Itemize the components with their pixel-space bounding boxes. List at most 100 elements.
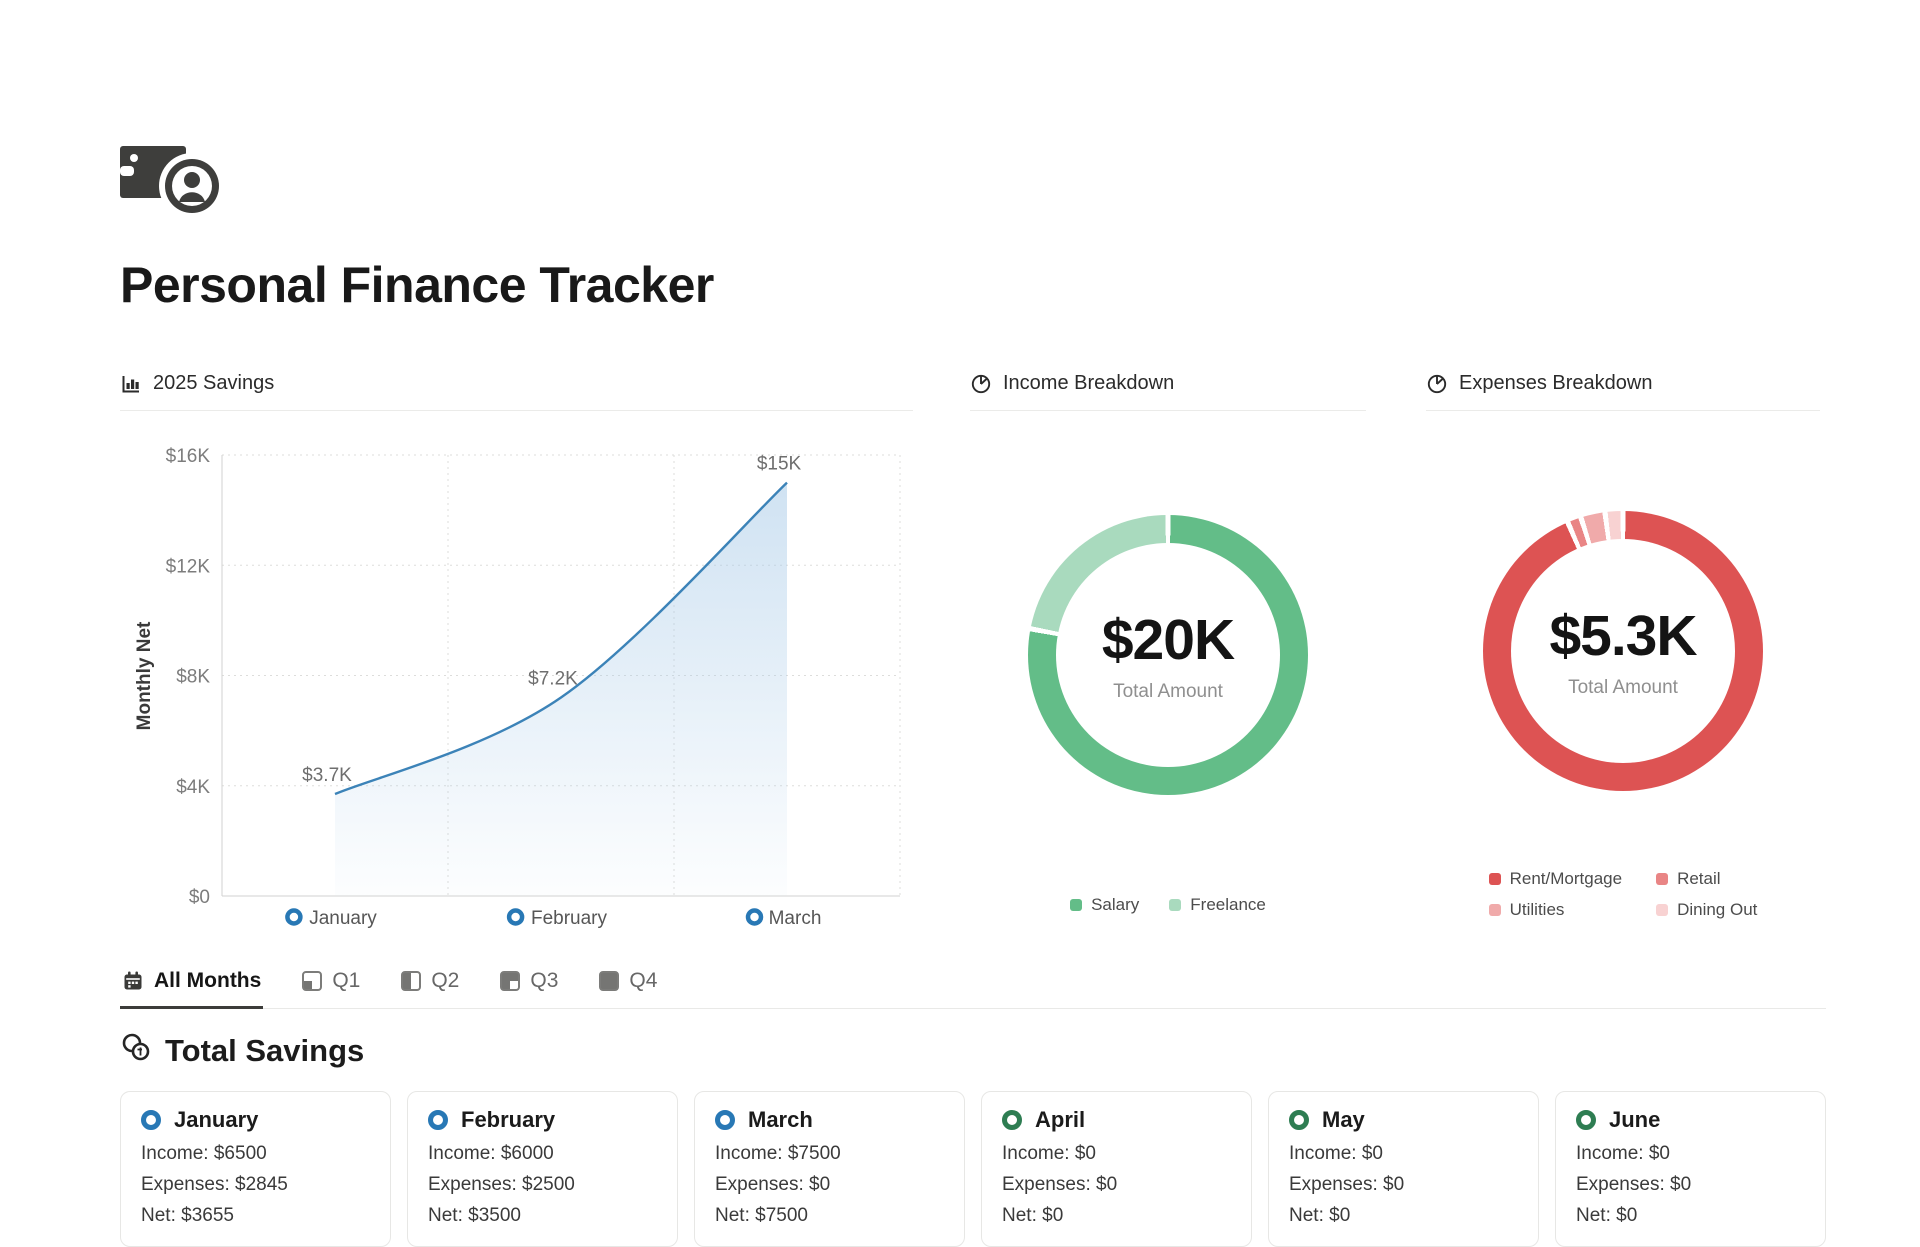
card-title-row: May [1289,1104,1518,1133]
expenses-line: Expenses: $0 [1002,1174,1118,1195]
legend-item-retail[interactable]: Retail [1656,869,1757,889]
expenses-line: Expenses: $2500 [428,1174,575,1195]
month-marker-dot [1289,1110,1309,1130]
tab-label: Q1 [332,969,361,992]
legend-swatch [1488,904,1501,916]
income-donut-hole [1056,543,1280,767]
coins-icon [120,1031,152,1071]
income-panel-title: Income Breakdown [1003,372,1175,394]
svg-text:$8K: $8K [176,667,210,688]
month-cards-row: January Income: $6500 Expenses: $2845 Net: … [120,1091,1826,1247]
month-card-june: June Income: $0 Expenses: $0 Net: $0 [1555,1091,1826,1247]
month-card-march: March Income: $7500 Expenses: $0 Net: $7500 [694,1091,965,1247]
legend-item-rent-mortgage[interactable]: Rent/Mortgage [1488,869,1623,889]
income-line: Income: $0 [1576,1143,1670,1164]
legend-label: Freelance [1190,895,1266,914]
savings-panel-header: 2025 Savings [120,372,913,411]
pie-chart-icon [970,373,992,395]
legend-swatch [1070,899,1083,911]
income-total-value: $20K [1101,608,1235,672]
net-line: Net: $0 [1576,1205,1638,1226]
tab-label: Q4 [629,969,658,992]
expenses-breakdown-panel: Expenses Breakdown $5.3K Total Amount Re… [1426,372,1820,920]
tab-label: All Months [154,969,262,992]
expenses-line: Expenses: $2845 [141,1174,288,1195]
legend-item-utilities[interactable]: Utilities [1488,900,1622,920]
legend-swatch [1488,873,1501,885]
month-card-may: May Income: $0 Expenses: $0 Net: $0 [1268,1091,1539,1247]
income-legend: Salary Freelance [970,895,1366,915]
tab-q1[interactable]: Q1 [300,961,362,1009]
legend-label: Retail [1677,869,1721,888]
net-line: Net: $7500 [715,1205,808,1226]
bar-chart-icon [120,373,142,395]
expenses-total-label: Total Amount [1568,677,1678,698]
savings-line-chart: $0 $4K $8K $12K $16K $3.7K $7.2K $15K Monthly Ne… [120,411,913,939]
expenses-panel-header: Expenses Breakdown [1426,372,1820,411]
legend-label: Utilities [1509,900,1565,919]
expenses-panel-title: Expenses Breakdown [1459,372,1653,394]
card-month-name: January [174,1107,259,1132]
month-filter-tabs: All Months Q1 Q2 Q3 Q4 [120,961,1826,1009]
tab-q2[interactable]: Q2 [399,961,461,1009]
expenses-line: Expenses: $0 [1576,1174,1692,1195]
month-marker-dot [285,908,303,926]
expenses-donut-chart: $5.3K Total Amount [1483,511,1763,791]
expenses-line: Expenses: $0 [1289,1174,1405,1195]
savings-panel-title: 2025 Savings [153,372,275,394]
card-month-name: June [1609,1107,1661,1132]
svg-text:$12K: $12K [166,556,211,577]
income-line: Income: $0 [1289,1143,1383,1164]
total-savings-title: Total Savings [165,1033,365,1068]
legend-label: Dining Out [1677,900,1758,919]
legend-swatch [1656,873,1669,885]
legend-item-dining-out[interactable]: Dining Out [1656,900,1757,920]
net-line: Net: $3655 [141,1205,234,1226]
month-marker-dot [1002,1110,1022,1130]
legend-label: Salary [1091,895,1140,914]
x-axis-label: February [531,908,608,929]
legend-item-freelance[interactable]: Freelance [1169,895,1266,915]
svg-text:$7.2K: $7.2K [528,669,578,690]
legend-label: Rent/Mortgage [1509,869,1623,888]
expenses-line: Expenses: $0 [715,1174,831,1195]
tab-q3[interactable]: Q3 [498,961,560,1009]
income-line: Income: $6500 [141,1143,267,1164]
banknote-coin-icon [120,140,225,219]
calendar-icon [122,970,144,992]
card-month-name: April [1035,1107,1086,1132]
x-axis-label: January [309,908,377,929]
month-card-february: February Income: $6000 Expenses: $2500 Net:… [407,1091,678,1247]
expenses-total-value: $5.3K [1549,604,1697,668]
total-savings-heading: Total Savings [120,1031,1826,1071]
expenses-donut-hole [1511,539,1735,763]
svg-text:$15K: $15K [757,454,802,475]
income-donut-chart: $20K Total Amount [1028,515,1308,795]
card-month-name: March [748,1107,813,1132]
month-card-january: January Income: $6500 Expenses: $2845 Net: … [120,1091,391,1247]
income-line: Income: $7500 [715,1143,841,1164]
income-total-label: Total Amount [1113,681,1223,702]
month-marker-dot [141,1110,161,1130]
charts-row: 2025 Savings $0 $4K $8K $12K $16K $3.7K $7.2K $… [120,372,1826,939]
card-month-name: May [1322,1107,1365,1132]
tab-all-months[interactable]: All Months [120,961,264,1009]
net-line: Net: $0 [1002,1205,1064,1226]
quarter-4-icon [599,971,620,991]
tab-q4[interactable]: Q4 [597,961,659,1009]
income-line: Income: $6000 [428,1143,554,1164]
month-marker-dot [506,908,525,926]
x-axis-label: March [769,908,822,929]
tab-label: Q3 [530,969,559,992]
month-marker-dot [1576,1110,1596,1130]
legend-swatch [1169,899,1182,911]
card-title-row: January [141,1104,370,1133]
legend-item-salary[interactable]: Salary [1070,895,1139,915]
card-title-row: June [1576,1104,1805,1133]
quarter-2-icon [401,971,422,991]
card-month-name: February [461,1107,556,1132]
svg-text:$16K: $16K [166,446,211,467]
svg-text:$3.7K: $3.7K [302,765,352,786]
income-donut-center: $20K Total Amount [1028,515,1308,795]
